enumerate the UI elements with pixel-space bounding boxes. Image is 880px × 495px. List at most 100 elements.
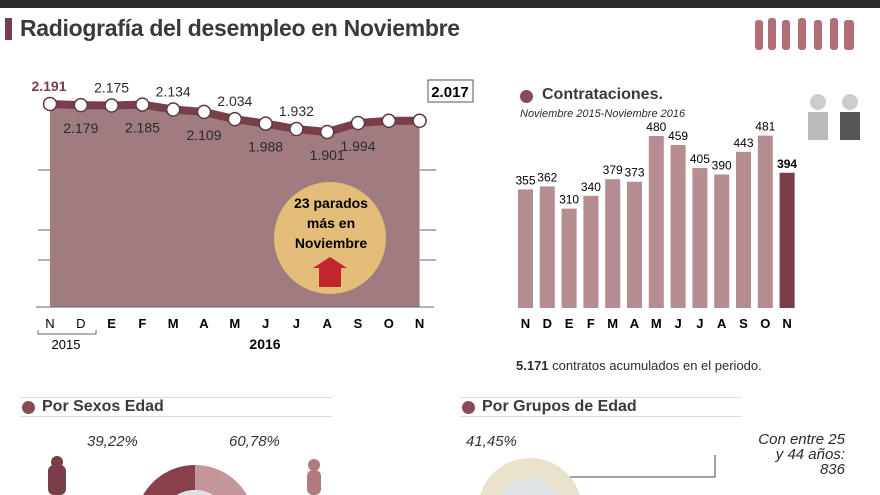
x-tick-label: F [138,316,146,331]
x-tick-label: J [696,316,703,331]
bar-value-label: 340 [581,180,601,194]
leader-line [550,455,716,478]
x-tick-label: S [739,316,748,331]
last-value-label: 2.017 [431,84,469,101]
data-label: 2.175 [94,80,129,96]
bullet-icon [520,90,533,103]
grupos-segment [480,457,580,495]
x-tick-label: M [168,316,179,331]
grupos-title: Por Grupos de Edad [482,398,637,415]
contrataciones-subtitle: Noviembre 2015-Noviembre 2016 [520,108,686,120]
x-tick-label: E [565,316,574,331]
donut-center [501,477,559,495]
female-percent: 60,78% [229,433,280,450]
x-tick-label: S [354,316,363,331]
contrataciones-title: Contrataciones. [542,86,663,103]
x-tick-label: A [717,316,727,331]
data-point [350,115,366,131]
female-segment [195,465,247,495]
x-tick-label: M [229,316,240,331]
x-tick-label: M [651,316,662,331]
x-tick-label: O [760,316,770,331]
data-point [289,121,304,137]
x-tick-label: J [293,316,300,331]
x-tick-label: J [674,316,681,331]
contrataciones-bar-chart: 355 N 362 D 310 E 340 F 379 M 373 A 480 M 459 J 405 J 390 A… [515,120,797,331]
data-point [165,102,181,117]
divider [20,416,332,417]
bar-value-label: 394 [777,157,797,171]
unemployment-area-chart: 2.191 2.179 2.175 2.185 2.134 2.109 2.034 1.988… [31,78,474,352]
last-value-box [427,79,474,103]
bar-value-label: 390 [712,158,732,172]
x-tick-label: A [630,316,640,331]
data-point [319,124,335,140]
data-point [381,113,397,129]
x-tick-label: A [199,316,209,331]
bar [757,135,773,308]
divider [460,397,742,398]
data-point [73,97,89,113]
male-figure-icon [48,465,66,495]
data-label: 1.901 [310,147,345,163]
note-line: y 44 años: [775,446,845,463]
divider [460,416,742,417]
bar [605,179,621,308]
top-bar [0,0,880,8]
bar-value-label: 379 [603,163,623,177]
bar [518,189,533,308]
data-label: 2.134 [156,84,191,100]
bar [561,208,577,308]
x-tick-label: E [107,316,116,331]
year-label: 2016 [249,336,280,352]
bar [583,195,599,308]
bar-value-label: 481 [755,120,775,134]
data-point [227,111,243,127]
footnote-text: contratos acumulados en el periodo. [552,358,762,373]
donut-center [176,489,214,495]
data-label: 2.185 [125,120,160,136]
data-point [42,96,58,112]
data-point [412,113,427,129]
grupos-donut [480,455,716,495]
bar-value-label: 443 [733,136,753,150]
bar-value-label: 310 [559,193,579,207]
note-line: 836 [819,461,845,478]
bar-value-label: 355 [515,173,535,187]
bar-value-label: 373 [624,166,644,180]
year-bracket [37,330,97,335]
up-arrow-icon [313,257,347,287]
x-tick-label: A [323,316,333,331]
bar-value-label: 362 [537,170,557,184]
people-illustration-icon [755,18,860,140]
grupos-note: Con entre 25 y 44 años: 836 [720,432,845,477]
male-segment [143,465,195,495]
bar [648,136,664,308]
data-point [196,104,212,120]
annotation-text: 23 parados [294,195,368,211]
contratos-footnote: 5.171 contratos acumulados en el periodo… [516,358,762,373]
bar-value-label: 480 [646,120,666,134]
data-point [104,98,119,113]
x-tick-label: O [384,316,394,331]
data-label: 2.179 [63,120,98,136]
data-label: 2.191 [31,78,66,94]
grupos-percent: 41,45% [466,433,517,450]
bar [539,186,555,308]
year-label: 2015 [52,337,81,352]
sexos-title: Por Sexos Edad [42,398,164,415]
female-figure-icon [307,470,321,495]
bar-value-label: 459 [668,129,688,143]
footnote-value: 5.171 [516,358,549,373]
data-point [258,116,273,131]
annotation-bubble [274,182,386,294]
handshake-icon [808,94,860,140]
page-title: Radiografía del desempleo en Noviembre [20,15,460,41]
annotation-text: Noviembre [295,235,368,251]
data-label: 2.034 [217,93,252,109]
data-point [135,97,150,112]
sexos-donut [48,456,321,495]
data-label: 1.932 [279,103,314,119]
data-label: 1.988 [248,139,283,155]
bullet-icon [462,401,475,414]
